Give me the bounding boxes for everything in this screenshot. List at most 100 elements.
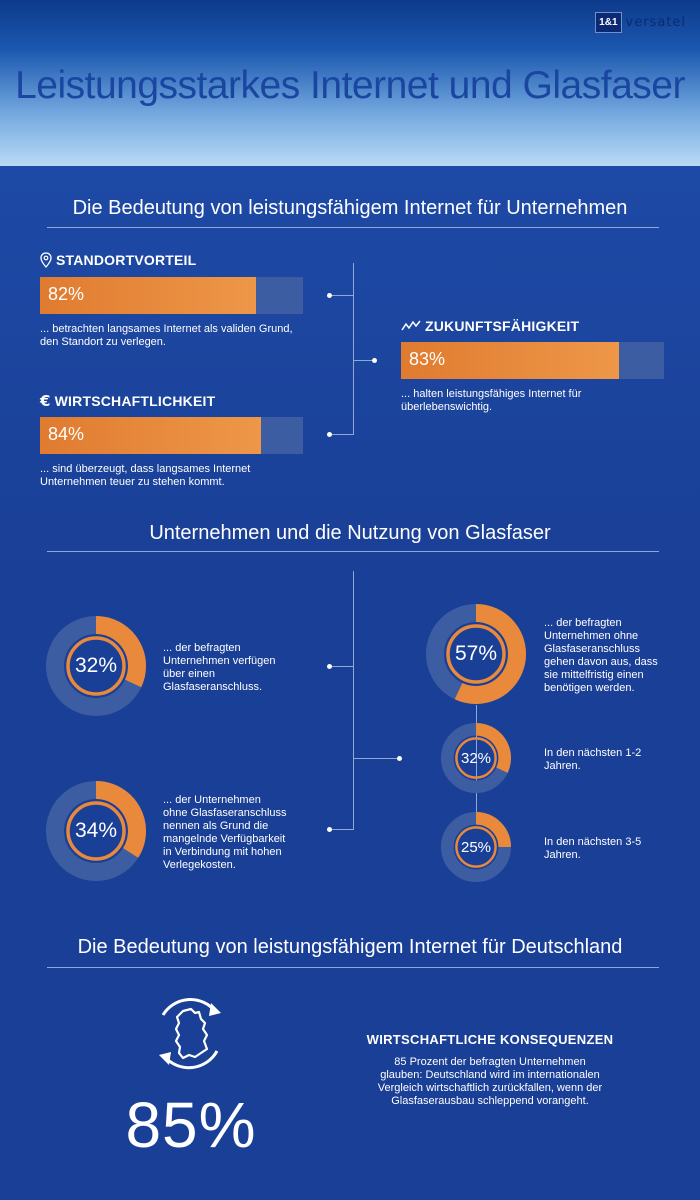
donut-b-text-line: in Verbindung mit hohen — [163, 846, 282, 858]
donut-svg — [46, 616, 146, 716]
donut-c-text-line: Glasfaseranschluss — [544, 643, 640, 655]
standort-text: ... betrachten langsames Internet als va… — [40, 323, 293, 349]
wirtschaft-bar-fill — [40, 417, 261, 454]
donut-label: 57% — [454, 642, 498, 665]
wirtschaft-heading: € WIRTSCHAFTLICHKEIT — [40, 392, 215, 410]
donut-label: 32% — [460, 749, 492, 767]
donut-b-text-line: ... der Unternehmen — [163, 794, 261, 806]
donut-verfuegbarkeit: 34% — [46, 781, 146, 881]
wirtschaft-text-line: Unternehmen teuer zu stehen kommt. — [40, 476, 225, 488]
trend-line-icon — [401, 320, 421, 331]
donut-value-arc — [95, 781, 146, 858]
wirtschaft-text-line: ... sind überzeugt, dass langsames Inter… — [40, 463, 251, 475]
donut-e-text-line: In den nächsten 3-5 — [544, 836, 642, 848]
donut-inner-ring — [446, 624, 506, 684]
donut-b-text-line: mangelnde Verfügbarkeit — [163, 833, 286, 845]
donut-c-text: ... der befragten Unternehmen ohne Glasfas… — [544, 617, 658, 695]
donut-b-text-line: Verlegekosten. — [163, 859, 236, 871]
donut-a-text-line: Glasfaseranschluss. — [163, 681, 263, 693]
donut-svg — [46, 781, 146, 881]
konsequenzen-text-line: Vergleich wirtschaftlich zurückfallen, w… — [377, 1082, 603, 1094]
donut-label: 34% — [74, 819, 118, 842]
donut-b-text-line: nennen als Grund die — [163, 820, 269, 832]
zukunft-text: ... halten leistungsfähiges Internet für… — [401, 388, 581, 414]
donut-c-text-line: Unternehmen ohne — [544, 630, 639, 642]
standort-text-line: den Standort zu verlegen. — [40, 336, 166, 348]
donut-a-text-line: Unternehmen verfügen — [163, 655, 276, 667]
donut-glasfaser-anschluss: 32% — [46, 616, 146, 716]
connector-dot — [327, 293, 332, 298]
connector-dot — [327, 432, 332, 437]
donut-inner-ring — [66, 801, 126, 861]
page-title: Leistungsstarkes Internet und Glasfaser — [15, 64, 685, 107]
donut-3-5-jahre: 25% — [440, 811, 512, 883]
donut-1-2-jahre: 32% — [440, 722, 512, 794]
donut-label: 25% — [460, 838, 492, 856]
zukunft-bar-fill — [401, 342, 620, 379]
donut-inner-ring — [455, 737, 497, 779]
wirtschaft-text: ... sind überzeugt, dass langsames Inter… — [40, 463, 250, 489]
connector-dot — [397, 756, 402, 761]
versatel-logo: 1&1 versatel — [595, 12, 686, 33]
standort-value: 82% — [48, 284, 85, 304]
wirtschaft-value: 84% — [48, 424, 85, 444]
donut-c-text-line: benötigen werden. — [544, 682, 635, 694]
donut-inner-ring — [66, 636, 126, 696]
germany-refresh-icon — [159, 997, 221, 1070]
zukunft-bar: 83% — [401, 342, 664, 379]
donut-b-text: ... der Unternehmen ohne Glasfaseranschlu… — [163, 794, 287, 872]
donut-mittelfristig: 57% — [426, 604, 526, 704]
header-banner: 1&1 versatel Leistungsstarkes Internet u… — [0, 0, 700, 166]
zukunft-text-line: ... halten leistungsfähiges Internet für — [401, 388, 582, 400]
donut-svg — [440, 722, 512, 794]
konsequenzen-text-line: 85 Prozent der befragten Unternehmen — [394, 1056, 586, 1068]
zukunft-value: 83% — [409, 349, 446, 369]
connector-dot — [372, 358, 377, 363]
konsequenzen-text: 85 Prozent der befragten Unternehmen glau… — [367, 1056, 613, 1108]
section1-title: Die Bedeutung von leistungsfähigem Inter… — [72, 197, 628, 219]
section3-divider — [47, 967, 659, 968]
donut-c-text-line: gehen davon aus, dass — [544, 656, 658, 668]
donut-value-arc — [454, 604, 526, 704]
connector-dot — [327, 827, 332, 832]
donut-d-text-line: Jahren. — [544, 760, 581, 772]
konsequenzen-text-line: Glasfaserausbau schleppend vorangeht. — [391, 1095, 589, 1107]
donut-b-text-line: ohne Glasfaseranschluss — [163, 807, 287, 819]
connector-vertical — [353, 571, 354, 830]
donut-inner-ring — [455, 826, 497, 868]
standort-heading-label: STANDORTVORTEIL — [56, 252, 197, 268]
zukunft-heading-label: ZUKUNFTSFÄHIGKEIT — [425, 318, 580, 334]
connector-dot — [327, 664, 332, 669]
logo-box: 1&1 — [595, 12, 622, 33]
connector-vertical-right — [476, 705, 477, 814]
konsequenzen-heading: WIRTSCHAFTLICHE KONSEQUENZEN — [366, 1032, 614, 1047]
donut-svg — [440, 811, 512, 883]
section2-divider — [47, 551, 659, 552]
section1-divider — [47, 227, 659, 228]
donut-c-text-line: sie mittelfristig einen — [544, 669, 644, 681]
donut-c-text-line: ... der befragten — [544, 617, 622, 629]
connector-horizontal — [353, 360, 375, 361]
donut-label: 32% — [74, 654, 118, 677]
zukunft-heading: ZUKUNFTSFÄHIGKEIT — [401, 318, 579, 334]
standort-bar-fill — [40, 277, 256, 314]
donut-a-text: ... der befragten Unternehmen verfügen übe… — [163, 642, 276, 694]
konsequenzen-text-line: glauben: Deutschland wird im internation… — [380, 1069, 600, 1081]
connector-horizontal — [353, 758, 400, 759]
location-pin-icon — [40, 252, 52, 268]
connector-horizontal — [330, 295, 353, 296]
standort-heading: STANDORTVORTEIL — [40, 252, 196, 268]
connector-horizontal — [330, 434, 353, 435]
donut-a-text-line: ... der befragten — [163, 642, 241, 654]
donut-e-text-line: Jahren. — [544, 849, 581, 861]
connector-horizontal — [330, 666, 353, 667]
wirtschaft-heading-label: WIRTSCHAFTLICHKEIT — [54, 393, 216, 409]
donut-d-text-line: In den nächsten 1-2 — [544, 747, 642, 759]
logo-text: versatel — [625, 15, 686, 30]
standort-text-line: ... betrachten langsames Internet als va… — [40, 323, 293, 335]
section3-title: Die Bedeutung von leistungsfähigem Inter… — [77, 936, 623, 958]
big-percentage: 85% — [125, 1089, 257, 1161]
donut-value-arc — [475, 723, 511, 773]
wirtschaft-bar: 84% — [40, 417, 303, 454]
donut-value-arc — [475, 812, 511, 848]
